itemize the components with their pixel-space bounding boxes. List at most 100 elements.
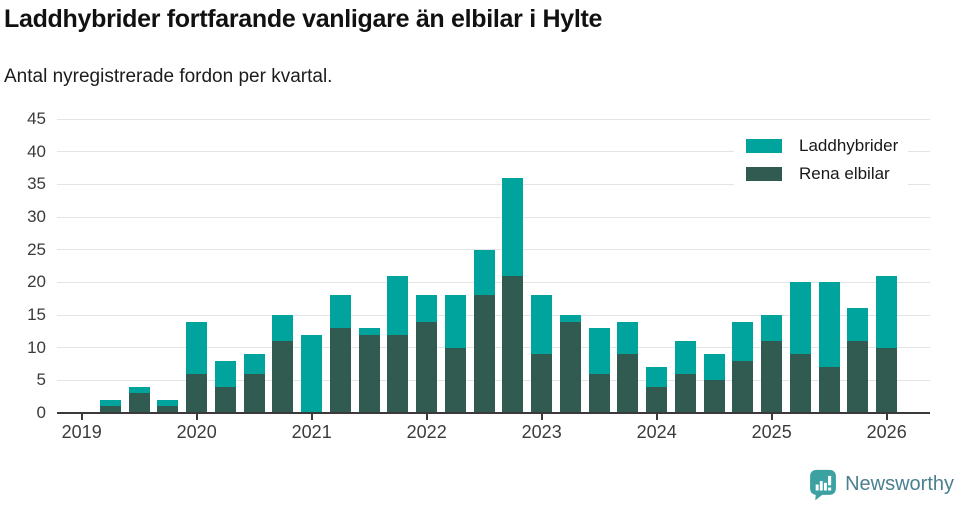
bar-segment-rena-elbilar <box>559 321 581 413</box>
bar-segment-rena-elbilar <box>186 373 208 413</box>
bar-segment-laddhybrider <box>818 282 840 368</box>
newsworthy-bubble-icon <box>810 469 836 500</box>
bar-segment-rena-elbilar <box>243 373 265 413</box>
legend-label: Rena elbilar <box>799 164 890 183</box>
bar-segment-rena-elbilar <box>387 334 409 413</box>
bar-segment-laddhybrider <box>674 341 696 374</box>
y-axis-label: 10 <box>27 337 46 357</box>
bar-segment-rena-elbilar <box>473 295 495 413</box>
gridline <box>57 183 930 185</box>
y-axis-label: 0 <box>36 403 46 422</box>
bar-segment-laddhybrider <box>186 321 208 374</box>
bar-segment-laddhybrider <box>272 315 294 342</box>
bar-segment-laddhybrider <box>876 275 898 348</box>
x-axis-tick <box>195 414 198 420</box>
bar-segment-laddhybrider <box>761 315 783 342</box>
bar-segment-laddhybrider <box>99 399 121 407</box>
bar-segment-laddhybrider <box>502 177 524 276</box>
y-axis-label: 40 <box>27 141 46 161</box>
y-axis-label: 35 <box>27 174 46 194</box>
x-axis-tick <box>770 414 773 420</box>
chart-subtitle: Antal nyregistrerade fordon per kvartal. <box>4 66 333 87</box>
bar-segment-laddhybrider <box>416 295 438 322</box>
legend-label: Laddhybrider <box>799 136 899 155</box>
bar-segment-rena-elbilar <box>876 347 898 413</box>
x-axis-label: 2023 <box>521 422 562 442</box>
y-axis-label: 15 <box>27 305 46 324</box>
chart-legend: Laddhybrider Rena elbilar <box>734 132 909 190</box>
x-axis-label: 2026 <box>866 422 907 442</box>
y-axis: 0 5 10 15 20 25 30 35 40 45 <box>0 110 46 422</box>
y-axis-label: 5 <box>36 370 46 390</box>
bar-segment-rena-elbilar <box>272 341 294 413</box>
bar-segment-laddhybrider <box>301 334 323 413</box>
x-axis-tick <box>540 414 543 420</box>
gridline <box>57 118 930 120</box>
bar-segment-rena-elbilar <box>703 380 725 413</box>
chart-title: Laddhybrider fortfarande vanligare än el… <box>4 5 603 33</box>
x-axis-label: 2021 <box>291 422 332 442</box>
bar-segment-laddhybrider <box>128 386 150 394</box>
legend-swatch-laddhybrider <box>746 139 782 153</box>
legend-item-laddhybrider: Laddhybrider <box>746 136 898 156</box>
x-axis-label: 2020 <box>176 422 217 442</box>
bar-segment-rena-elbilar <box>646 386 668 413</box>
bar-segment-rena-elbilar <box>818 367 840 413</box>
bar-segment-laddhybrider <box>473 249 495 296</box>
bar-segment-laddhybrider <box>387 275 409 335</box>
x-axis-line <box>57 412 930 414</box>
bar-segment-rena-elbilar <box>128 393 150 413</box>
bar-segment-laddhybrider <box>243 354 265 374</box>
bar-segment-rena-elbilar <box>531 354 553 413</box>
bar-segment-laddhybrider <box>531 295 553 355</box>
x-axis-label: 2019 <box>61 422 102 442</box>
x-axis-label: 2024 <box>636 422 677 442</box>
legend-item-rena-elbilar: Rena elbilar <box>746 164 898 184</box>
bar-segment-rena-elbilar <box>732 360 754 413</box>
y-axis-label: 30 <box>27 207 46 226</box>
bar-segment-rena-elbilar <box>99 406 121 413</box>
bar-segment-rena-elbilar <box>761 341 783 413</box>
newsworthy-logo[interactable]: Newsworthy <box>809 469 954 500</box>
bar-segment-laddhybrider <box>847 308 869 342</box>
bar-segment-rena-elbilar <box>157 406 179 413</box>
bar-segment-laddhybrider <box>703 354 725 381</box>
x-axis-label: 2025 <box>751 422 792 442</box>
newsworthy-brand-text[interactable]: Newsworthy <box>845 473 954 495</box>
bar-segment-rena-elbilar <box>588 373 610 413</box>
gridline <box>57 216 930 218</box>
bar-segment-rena-elbilar <box>416 321 438 413</box>
bar-segment-laddhybrider <box>732 321 754 361</box>
x-axis-tick <box>310 414 313 420</box>
bar-segment-laddhybrider <box>329 295 351 329</box>
bar-segment-laddhybrider <box>588 328 610 374</box>
x-axis-tick <box>885 414 888 420</box>
x-axis-tick <box>655 414 658 420</box>
bar-segment-laddhybrider <box>789 282 811 355</box>
gridline <box>57 151 930 153</box>
bar-segment-rena-elbilar <box>502 275 524 413</box>
y-axis-label: 45 <box>27 109 46 128</box>
gridline <box>57 249 930 251</box>
bar-segment-rena-elbilar <box>847 341 869 413</box>
bar-segment-rena-elbilar <box>329 328 351 413</box>
bar-segment-rena-elbilar <box>358 334 380 413</box>
bar-segment-rena-elbilar <box>617 354 639 413</box>
bar-segment-rena-elbilar <box>214 386 236 413</box>
y-axis-label: 20 <box>27 272 46 292</box>
x-axis-tick <box>425 414 428 420</box>
bar-segment-laddhybrider <box>646 367 668 387</box>
bar-segment-laddhybrider <box>444 295 466 348</box>
bar-segment-laddhybrider <box>559 315 581 322</box>
legend-swatch-rena-elbilar <box>746 167 782 181</box>
bar-segment-rena-elbilar <box>674 373 696 413</box>
bar-segment-laddhybrider <box>214 360 236 387</box>
bar-segment-laddhybrider <box>617 321 639 355</box>
bar-segment-rena-elbilar <box>789 354 811 413</box>
bar-segment-rena-elbilar <box>444 347 466 413</box>
bar-segment-laddhybrider <box>157 399 179 407</box>
bar-segment-laddhybrider <box>358 328 380 335</box>
x-axis-label: 2022 <box>406 422 447 442</box>
y-axis-label: 25 <box>27 239 46 259</box>
